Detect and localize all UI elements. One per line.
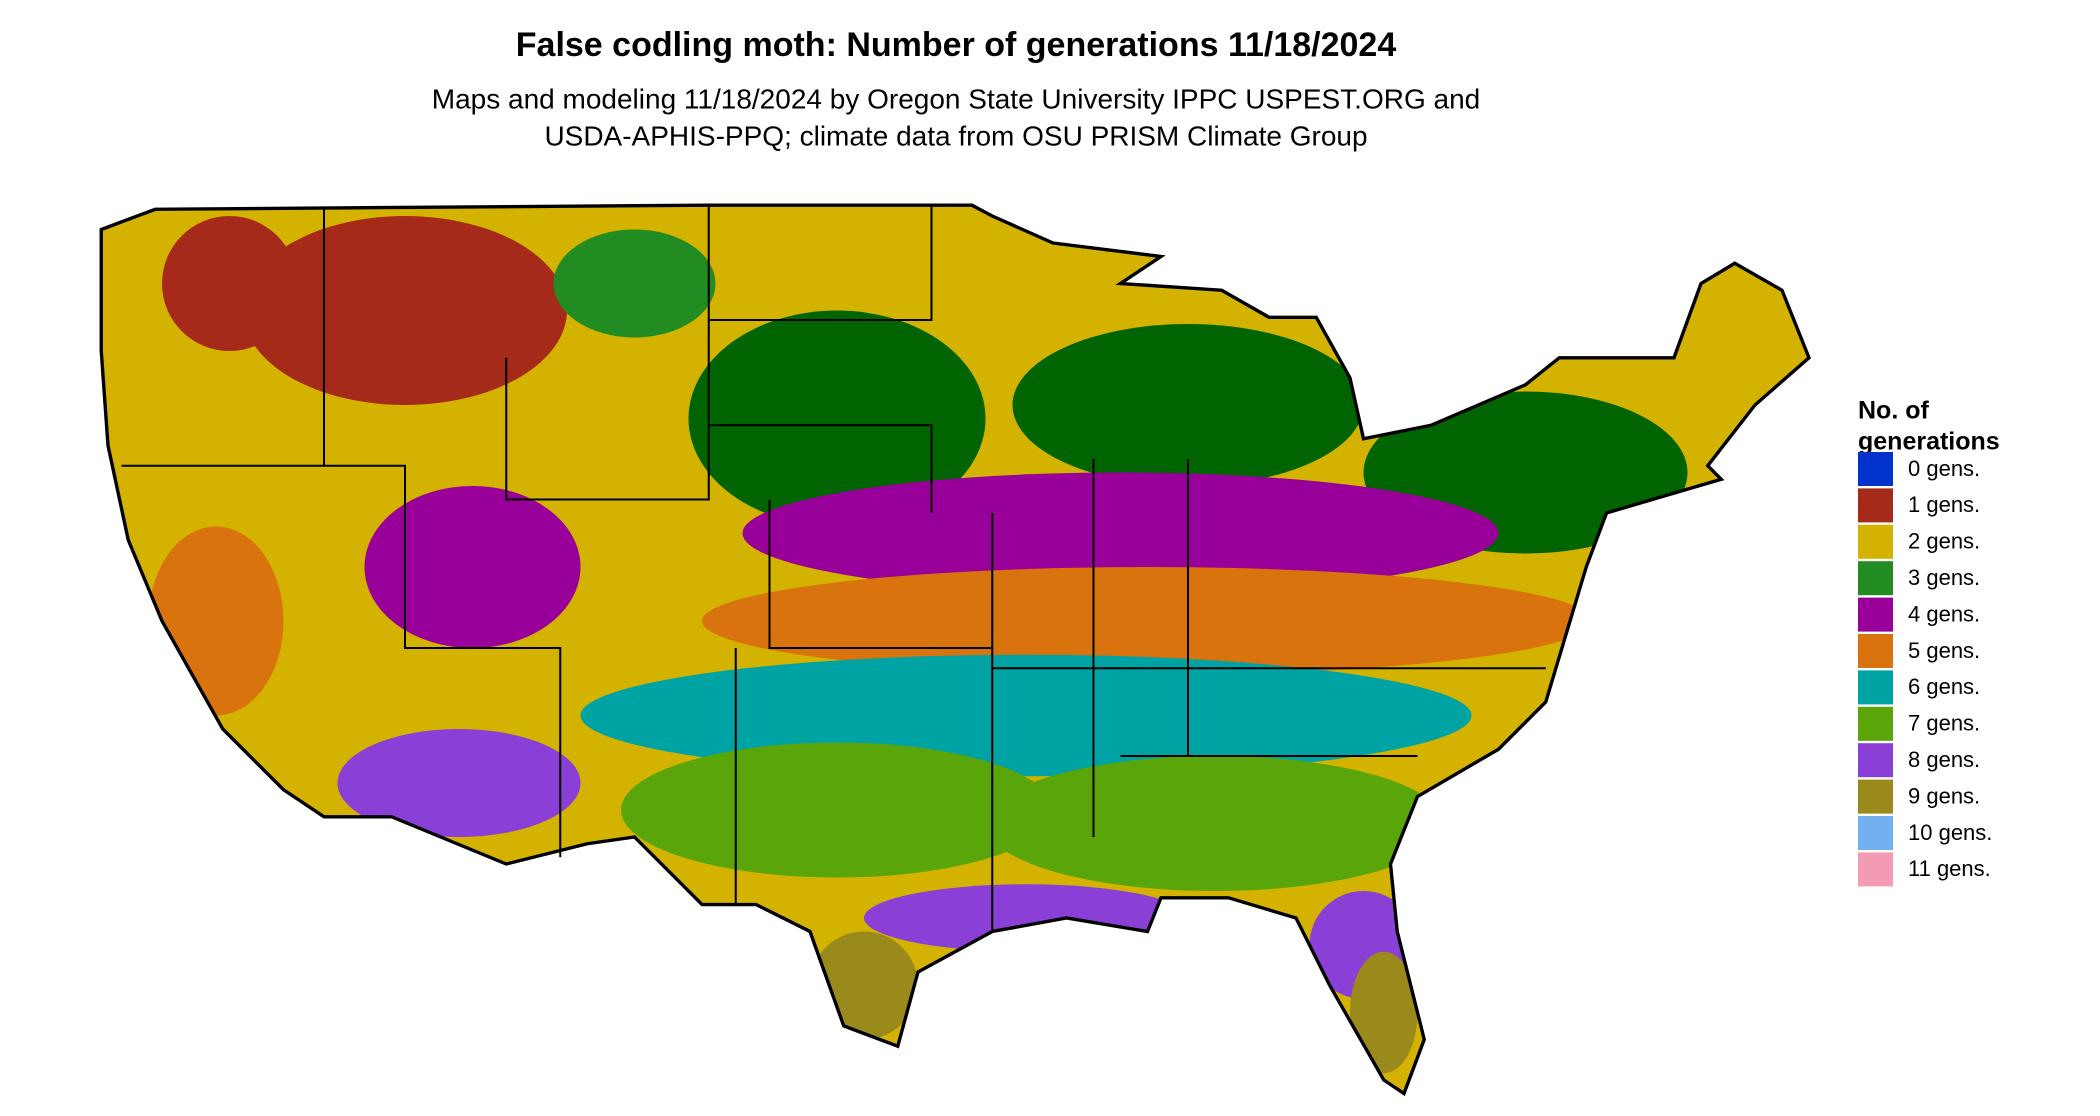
legend-title: No. of bbox=[1858, 397, 1929, 425]
legend-swatch bbox=[1858, 452, 1893, 486]
legend-label: 0 gens. bbox=[1908, 456, 1980, 481]
legend-swatch bbox=[1858, 852, 1893, 887]
map-subtitle: USDA-APHIS-PPQ; climate data from OSU PR… bbox=[544, 120, 1367, 151]
legend-title: generations bbox=[1858, 428, 2000, 456]
legend-label: 8 gens. bbox=[1908, 747, 1980, 772]
legend-swatch bbox=[1858, 561, 1893, 596]
us-map bbox=[99, 203, 1812, 1097]
legend-swatch bbox=[1858, 524, 1893, 559]
legend-label: 3 gens. bbox=[1908, 565, 1980, 590]
map-subtitle: Maps and modeling 11/18/2024 by Oregon S… bbox=[432, 83, 1480, 114]
legend-label: 10 gens. bbox=[1908, 820, 1992, 845]
legend-swatch bbox=[1858, 779, 1893, 814]
legend-swatch bbox=[1858, 816, 1893, 850]
legend-label: 9 gens. bbox=[1908, 783, 1980, 808]
legend-label: 5 gens. bbox=[1908, 638, 1980, 663]
legend-label: 11 gens. bbox=[1908, 856, 1991, 881]
legend-label: 6 gens. bbox=[1908, 674, 1980, 699]
legend-swatch bbox=[1858, 706, 1893, 741]
legend-label: 2 gens. bbox=[1908, 529, 1980, 554]
legend-swatch bbox=[1858, 634, 1893, 668]
map-title: False codling moth: Number of generation… bbox=[516, 26, 1397, 64]
legend-swatch bbox=[1858, 488, 1893, 523]
legend: 0 gens. 1 gens. 2 gens. 3 gens. 4 gens. 5 gen… bbox=[1858, 452, 1992, 887]
legend-label: 4 gens. bbox=[1908, 601, 1980, 626]
legend-label: 7 gens. bbox=[1908, 711, 1980, 736]
legend-swatch bbox=[1858, 597, 1893, 632]
legend-swatch bbox=[1858, 670, 1893, 705]
legend-label: 1 gens. bbox=[1908, 492, 1980, 517]
legend-swatch bbox=[1858, 743, 1893, 778]
